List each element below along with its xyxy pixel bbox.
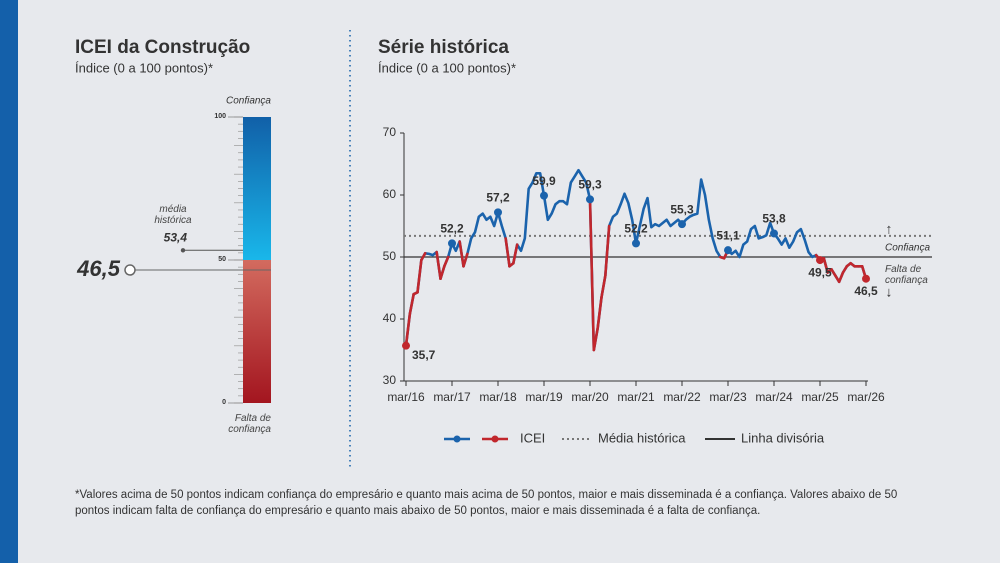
series-segment-below bbox=[512, 243, 519, 265]
series-segment-below bbox=[416, 258, 423, 294]
series-segment-below bbox=[439, 264, 446, 281]
data-label: 49,5 bbox=[808, 265, 832, 279]
x-tick-label: mar/21 bbox=[617, 390, 655, 404]
value-label: 46,5 bbox=[76, 256, 121, 281]
lower-label: Falta de confiança bbox=[228, 413, 271, 435]
x-tick-label: mar/26 bbox=[847, 390, 885, 404]
footnote: *Valores acima de 50 pontos indicam conf… bbox=[75, 489, 898, 517]
series-segment-below bbox=[435, 250, 442, 281]
point-marker bbox=[678, 220, 686, 229]
series-segment-below bbox=[420, 251, 427, 262]
series-segment-below bbox=[604, 224, 611, 277]
series-segment-below bbox=[458, 240, 465, 268]
point-marker bbox=[770, 229, 778, 238]
data-label: 46,5 bbox=[854, 284, 878, 298]
point-marker bbox=[724, 246, 732, 255]
data-label: 57,2 bbox=[486, 191, 510, 205]
series-segment-below bbox=[443, 255, 450, 268]
x-tick-label: mar/19 bbox=[525, 390, 563, 404]
data-label: 55,3 bbox=[670, 202, 694, 216]
series-segment-below bbox=[596, 295, 603, 330]
data-label: 51,1 bbox=[716, 228, 740, 242]
x-tick-label: mar/18 bbox=[479, 390, 517, 404]
gauge-title: ICEI da Construção bbox=[75, 37, 250, 58]
point-marker bbox=[586, 195, 594, 204]
average-value: 53,4 bbox=[164, 230, 188, 244]
x-tick-label: mar/22 bbox=[663, 390, 701, 404]
y-tick-label: 40 bbox=[383, 311, 397, 325]
x-tick-label: mar/23 bbox=[709, 390, 747, 404]
y-tick-label: 70 bbox=[383, 125, 397, 139]
y-tick-label: 60 bbox=[383, 187, 397, 201]
series-line bbox=[404, 168, 868, 352]
data-label: 52,2 bbox=[440, 222, 464, 236]
data-label: 59,3 bbox=[578, 178, 602, 192]
legend-label: ICEI bbox=[520, 430, 545, 445]
arrow-up: ↑ bbox=[886, 221, 893, 237]
data-label: 53,8 bbox=[762, 212, 786, 226]
point-marker bbox=[494, 208, 502, 217]
series-segment-below bbox=[592, 326, 599, 352]
line-title: Série histórica bbox=[378, 37, 509, 58]
data-label: 35,7 bbox=[412, 348, 436, 362]
series-segment-below bbox=[600, 274, 607, 299]
average-label: média histórica bbox=[154, 204, 192, 227]
legend-label: Linha divisória bbox=[741, 430, 825, 445]
arrow-down: ↓ bbox=[886, 284, 893, 300]
data-label: 52,2 bbox=[624, 222, 648, 236]
tick-label: 100 bbox=[214, 113, 226, 120]
point-marker bbox=[402, 341, 410, 350]
series-segment-below bbox=[837, 271, 845, 284]
upper-zone bbox=[243, 117, 271, 260]
value-dot bbox=[124, 264, 136, 276]
point-marker bbox=[816, 256, 824, 265]
legend-swatch-dot bbox=[491, 435, 499, 443]
lower-zone bbox=[243, 260, 271, 403]
data-label: 59,9 bbox=[532, 174, 556, 188]
point-marker bbox=[632, 239, 640, 248]
legend-swatch-dot bbox=[453, 435, 461, 443]
upper-label: Confiança bbox=[226, 96, 271, 107]
y-tick-label: 50 bbox=[383, 249, 397, 263]
line-subtitle: Índice (0 a 100 pontos)* bbox=[378, 60, 516, 75]
gauge-subtitle: Índice (0 a 100 pontos)* bbox=[75, 60, 213, 75]
series-segment-below bbox=[404, 312, 412, 347]
legend-label: Média histórica bbox=[598, 430, 686, 445]
x-tick-label: mar/20 bbox=[571, 390, 609, 404]
series-segment-below bbox=[504, 237, 511, 268]
point-marker bbox=[540, 191, 548, 200]
series-segment-below bbox=[462, 252, 469, 268]
x-tick-label: mar/24 bbox=[755, 390, 793, 404]
average-dot bbox=[180, 248, 186, 253]
series-segment-below bbox=[408, 292, 415, 316]
side-bar bbox=[0, 0, 18, 563]
y-tick-label: 30 bbox=[383, 373, 397, 387]
x-tick-label: mar/17 bbox=[433, 390, 471, 404]
point-marker bbox=[862, 274, 870, 283]
x-tick-label: mar/25 bbox=[801, 390, 839, 404]
x-tick-label: mar/16 bbox=[387, 390, 425, 404]
lower-label: Falta de confiança bbox=[885, 264, 928, 286]
upper-label: Confiança bbox=[885, 243, 930, 254]
series-segment-below bbox=[588, 198, 596, 352]
tick-label: 0 bbox=[222, 399, 226, 406]
series-segment-below bbox=[822, 256, 829, 274]
point-marker bbox=[448, 239, 456, 248]
tick-label: 50 bbox=[218, 256, 226, 263]
